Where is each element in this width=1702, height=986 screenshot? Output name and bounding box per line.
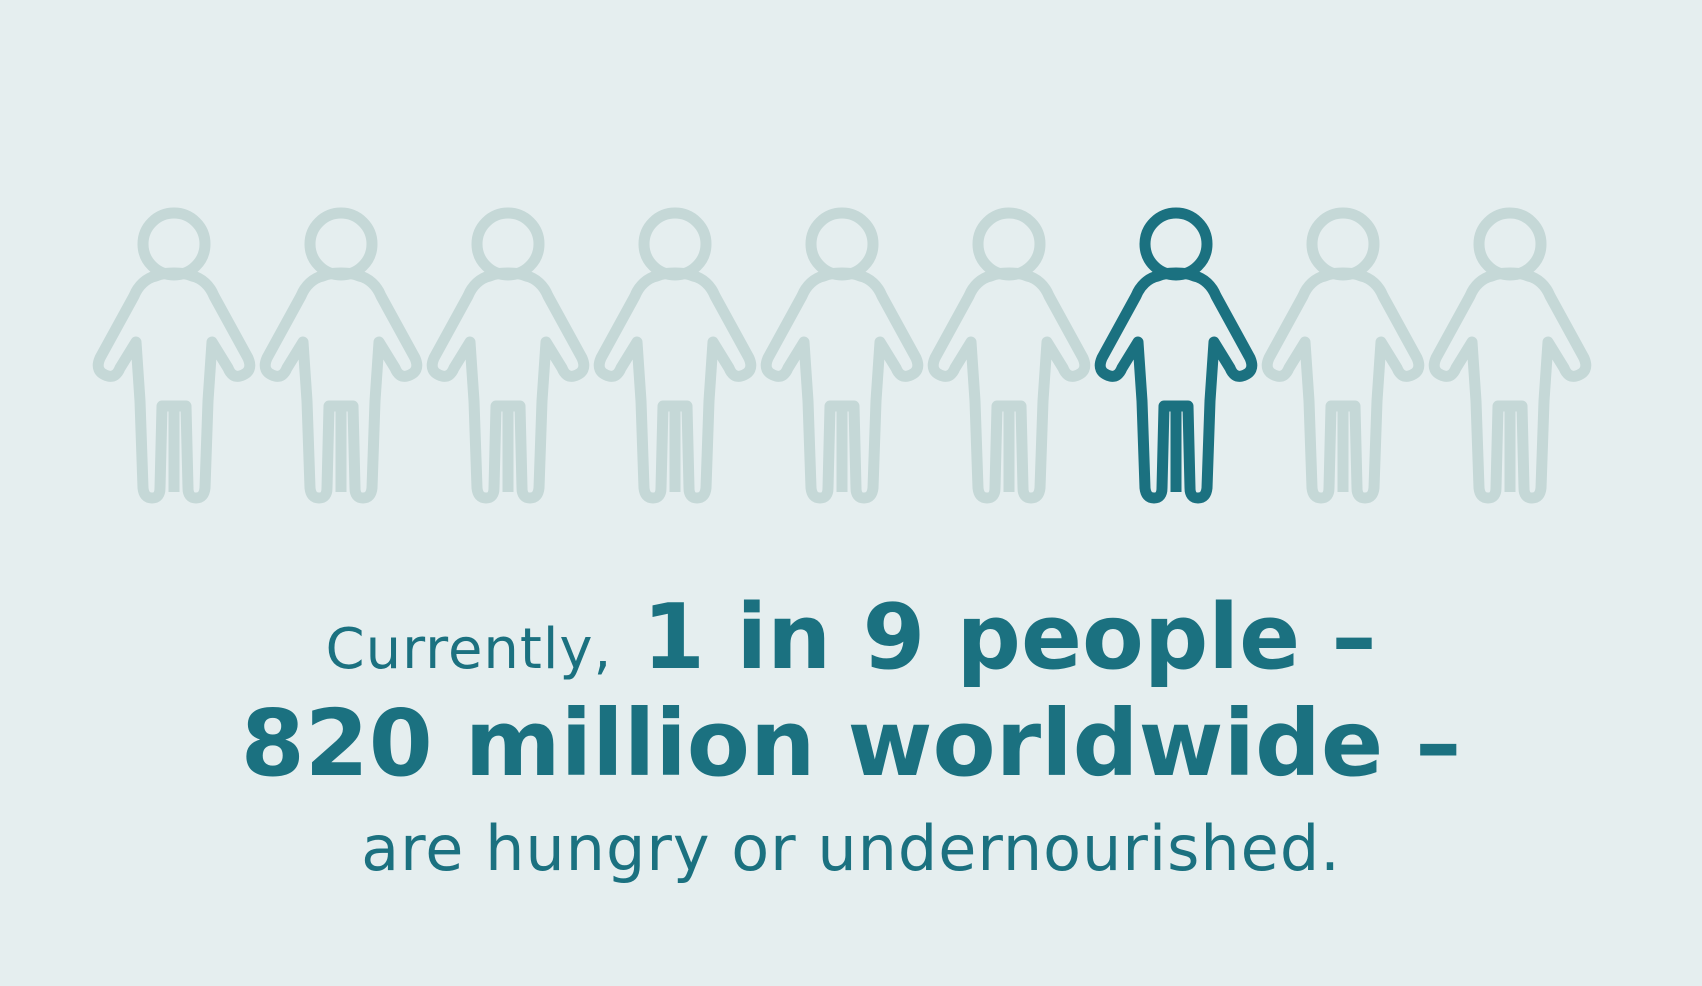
person-icon bbox=[259, 207, 423, 504]
person-icon bbox=[1428, 207, 1592, 504]
people-icon-row bbox=[92, 207, 1592, 504]
headline-line-1: Currently, 1 in 9 people – bbox=[0, 585, 1702, 690]
ratio-text: 1 in 9 people – bbox=[642, 585, 1377, 690]
person-icon-highlighted bbox=[1094, 207, 1258, 504]
person-icon bbox=[92, 207, 256, 504]
person-icon bbox=[760, 207, 924, 504]
person-icon bbox=[426, 207, 590, 504]
person-icon bbox=[927, 207, 1091, 504]
headline-line-2: 820 million worldwide – bbox=[240, 690, 1462, 797]
lead-text: Currently, bbox=[325, 617, 613, 682]
person-icon bbox=[1261, 207, 1425, 504]
person-icon bbox=[593, 207, 757, 504]
headline-line-3: are hungry or undernourished. bbox=[361, 812, 1341, 885]
